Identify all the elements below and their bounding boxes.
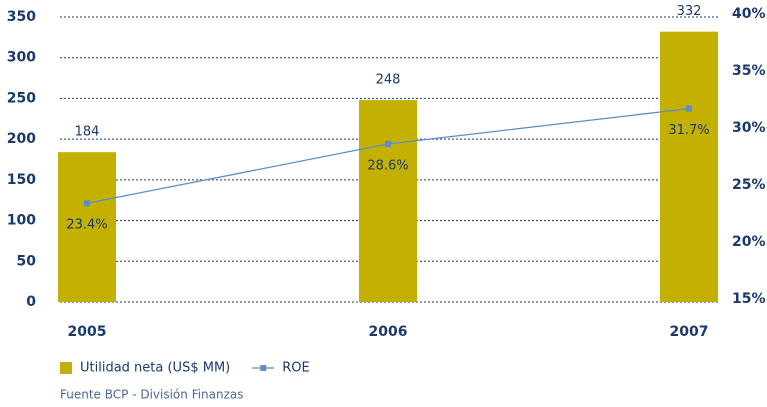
bar: [359, 100, 417, 302]
y2-tick-label: 15%: [732, 291, 766, 307]
y-tick-label: 100: [7, 213, 36, 229]
y2-tick-label: 35%: [732, 63, 766, 79]
bar-value-label: 184: [75, 125, 100, 140]
y-tick-label: 50: [17, 253, 37, 269]
roe-value-label: 23.4%: [66, 218, 107, 233]
y2-tick-label: 20%: [732, 234, 766, 250]
roe-marker: [686, 105, 692, 112]
legend-label: Utilidad neta (US$ MM): [80, 361, 230, 376]
x-tick-label: 2007: [670, 324, 709, 340]
roe-marker: [385, 140, 391, 147]
y-tick-label: 200: [7, 131, 36, 147]
bar-value-label: 248: [376, 73, 401, 88]
source-note: Fuente BCP - División Finanzas: [60, 388, 244, 402]
y2-tick-label: 25%: [732, 177, 766, 193]
bar: [660, 31, 718, 303]
y-tick-label: 250: [7, 90, 36, 106]
y-tick-label: 150: [7, 172, 36, 188]
y2-tick-label: 40%: [732, 6, 766, 22]
roe-value-label: 31.7%: [668, 123, 709, 138]
legend-swatch: [60, 362, 72, 374]
y2-tick-label: 30%: [732, 120, 766, 136]
roe-value-label: 28.6%: [367, 158, 408, 173]
legend-marker: [260, 365, 267, 371]
bar: [58, 152, 116, 302]
y-tick-label: 0: [26, 294, 36, 310]
y-tick-label: 300: [7, 50, 36, 66]
bar-value-label: 332: [677, 4, 702, 19]
y-tick-label: 350: [7, 9, 36, 25]
roe-marker: [84, 200, 90, 207]
legend-label: ROE: [282, 361, 309, 376]
x-tick-label: 2005: [68, 324, 107, 340]
x-tick-label: 2006: [369, 324, 408, 340]
